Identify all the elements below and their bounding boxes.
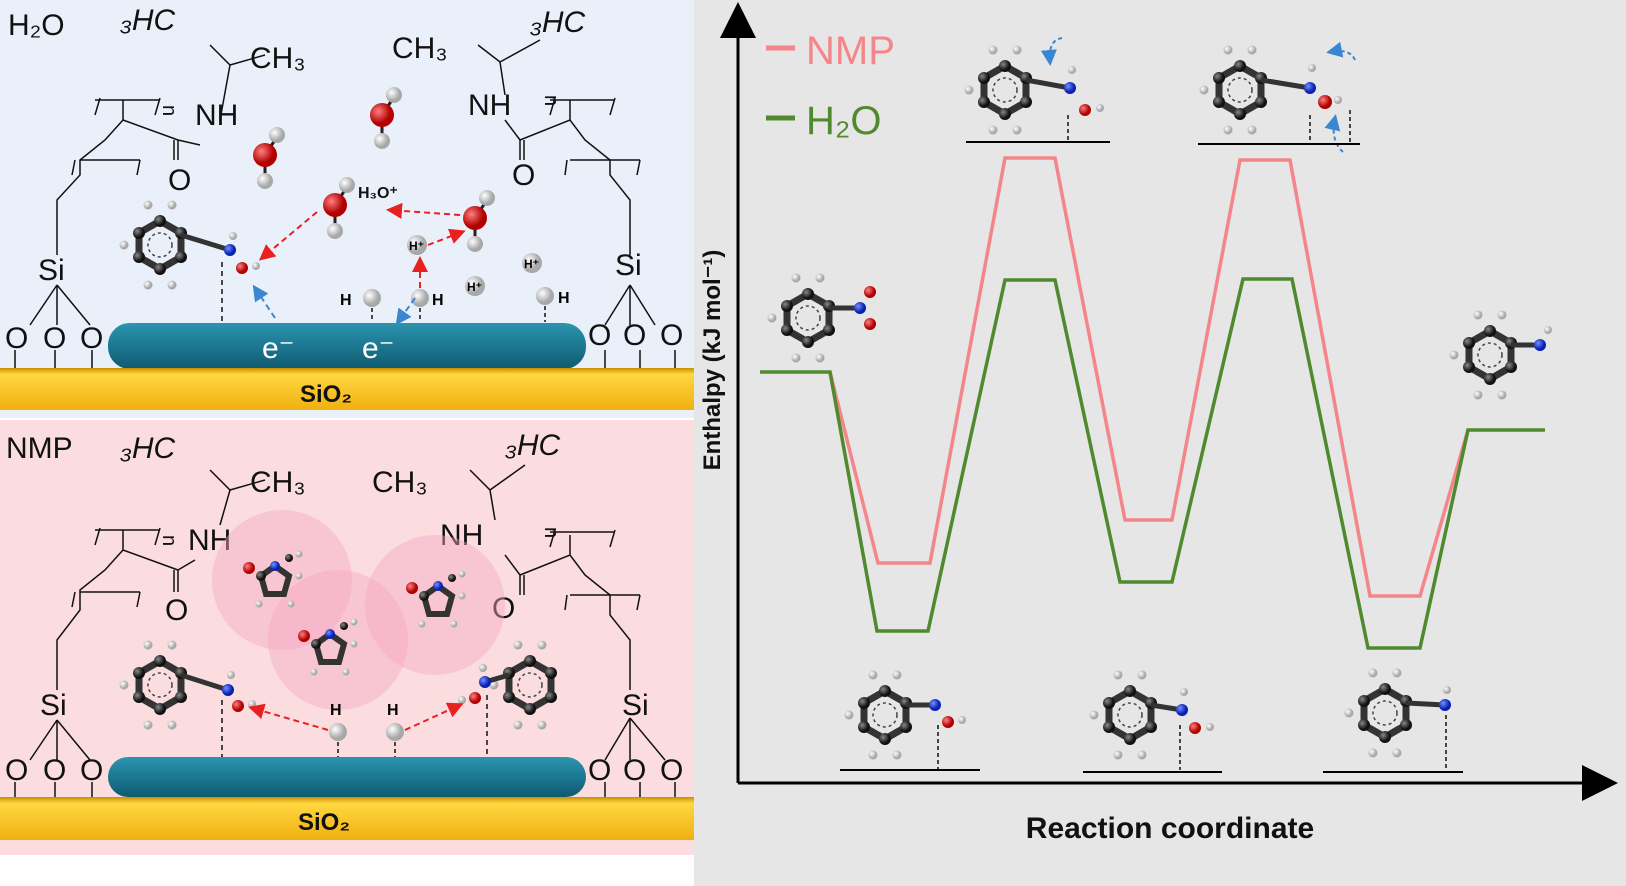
solvent-label: H₂O [8, 9, 65, 42]
silica-support [0, 368, 694, 410]
aniline-product-molecule [1450, 311, 1552, 400]
hydrogen-label: H [558, 290, 570, 307]
oxygen-label: O [165, 594, 188, 627]
y-axis-label: Enthalpy (kJ mol⁻¹) [699, 250, 726, 471]
hydrogen-label: H [387, 702, 399, 719]
methyl-label: CH₃ [250, 42, 306, 75]
polymer-right [477, 39, 676, 368]
oxygen-label: O [623, 319, 646, 352]
catalyst-nanoparticle [108, 323, 586, 369]
silicon-label: Si [622, 689, 649, 722]
oxygen-label: O [588, 319, 611, 352]
hydrogen-label: H [330, 702, 342, 719]
h2o-profile-line [760, 277, 1545, 650]
legend: NMP H₂O [766, 29, 895, 143]
hydronium-label: H₃O⁺ [358, 185, 398, 202]
silicon-label: Si [615, 249, 642, 282]
amine-label: NH [468, 89, 511, 122]
legend-label-nmp: NMP [806, 29, 895, 73]
proton-group: H⁺ H⁺ H⁺ H H H [340, 235, 570, 322]
proton-label: H⁺ [467, 280, 482, 294]
methyl-label: CH₃ [372, 466, 428, 499]
oxygen-label: O [660, 319, 683, 352]
methyl-label: CH₃ [250, 466, 306, 499]
repeat-unit-label: n [158, 105, 180, 116]
proton-label: H⁺ [524, 257, 539, 271]
oxygen-label: O [43, 322, 66, 355]
amine-label: NH [195, 99, 238, 132]
oxygen-label: O [43, 754, 66, 787]
oxygen-label: O [588, 754, 611, 787]
nitrobenzene-molecule [768, 274, 876, 363]
methyl-label: ₃HC [505, 429, 561, 462]
oxygen-label: O [512, 159, 535, 192]
oxygen-label: O [5, 754, 28, 787]
nitrosobenzene-intermediate-molecule [840, 671, 980, 771]
h2o-panel: H₂O ₃HC CH₃ NH O n Si O O O CH₃ ₃HC NH O… [0, 0, 694, 418]
oxygen-label: O [168, 164, 191, 197]
transition-state-1-molecule [965, 37, 1110, 143]
repeat-unit-label: n [540, 527, 562, 538]
amine-label: NH [440, 519, 483, 552]
phenylhydroxylamine-molecule [458, 641, 557, 757]
polymer-left [14, 469, 266, 797]
nmp-profile-line [828, 156, 1470, 598]
energy-diagram: Enthalpy (kJ mol⁻¹) Reaction coordinate … [694, 0, 1626, 886]
hydrogen-atoms: H H [248, 702, 464, 757]
legend-label-h2o: H₂O [806, 99, 882, 143]
transition-state-2-molecule [1198, 41, 1360, 153]
nmp-solvation-shells [212, 510, 505, 710]
hydrogen-label: H [340, 292, 352, 309]
nmp-panel: NMP ₃HC CH₃ NH O n Si O O O CH₃ ₃HC NH O… [0, 420, 694, 855]
x-axis-label: Reaction coordinate [1026, 812, 1314, 845]
phenylhydroxylamine-intermediate-molecule [1083, 671, 1222, 773]
catalyst-nanoparticle [108, 757, 586, 797]
silicon-label: Si [40, 689, 67, 722]
electron-label: e⁻ [362, 332, 395, 365]
oxygen-label: O [660, 754, 683, 787]
polymer-left [14, 44, 266, 368]
oxygen-label: O [80, 322, 103, 355]
hydrogen-label: H [432, 292, 444, 309]
proton-label: H⁺ [409, 239, 424, 253]
silicon-label: Si [38, 254, 65, 287]
methyl-label: CH₃ [392, 32, 448, 65]
repeat-unit-label: n [158, 535, 180, 546]
reaction-arrows [252, 202, 466, 326]
support-label: SiO₂ [298, 809, 350, 836]
amine-label: NH [188, 524, 231, 557]
oxygen-label: O [492, 592, 515, 625]
oxygen-label: O [5, 322, 28, 355]
oxygen-label: O [80, 754, 103, 787]
polymer-right [469, 464, 676, 797]
electron-label: e⁻ [262, 332, 295, 365]
methyl-label: ₃HC [530, 6, 586, 39]
silica-support [0, 797, 694, 840]
repeat-unit-label: n [540, 95, 562, 106]
methyl-label: ₃HC [120, 4, 176, 37]
phenylhydroxylamine-molecule [120, 201, 260, 322]
methyl-label: ₃HC [120, 432, 176, 465]
oxygen-label: O [623, 754, 646, 787]
aniline-adsorbed-molecule [1323, 669, 1463, 773]
support-label: SiO₂ [300, 381, 352, 408]
solvent-label: NMP [6, 432, 73, 465]
